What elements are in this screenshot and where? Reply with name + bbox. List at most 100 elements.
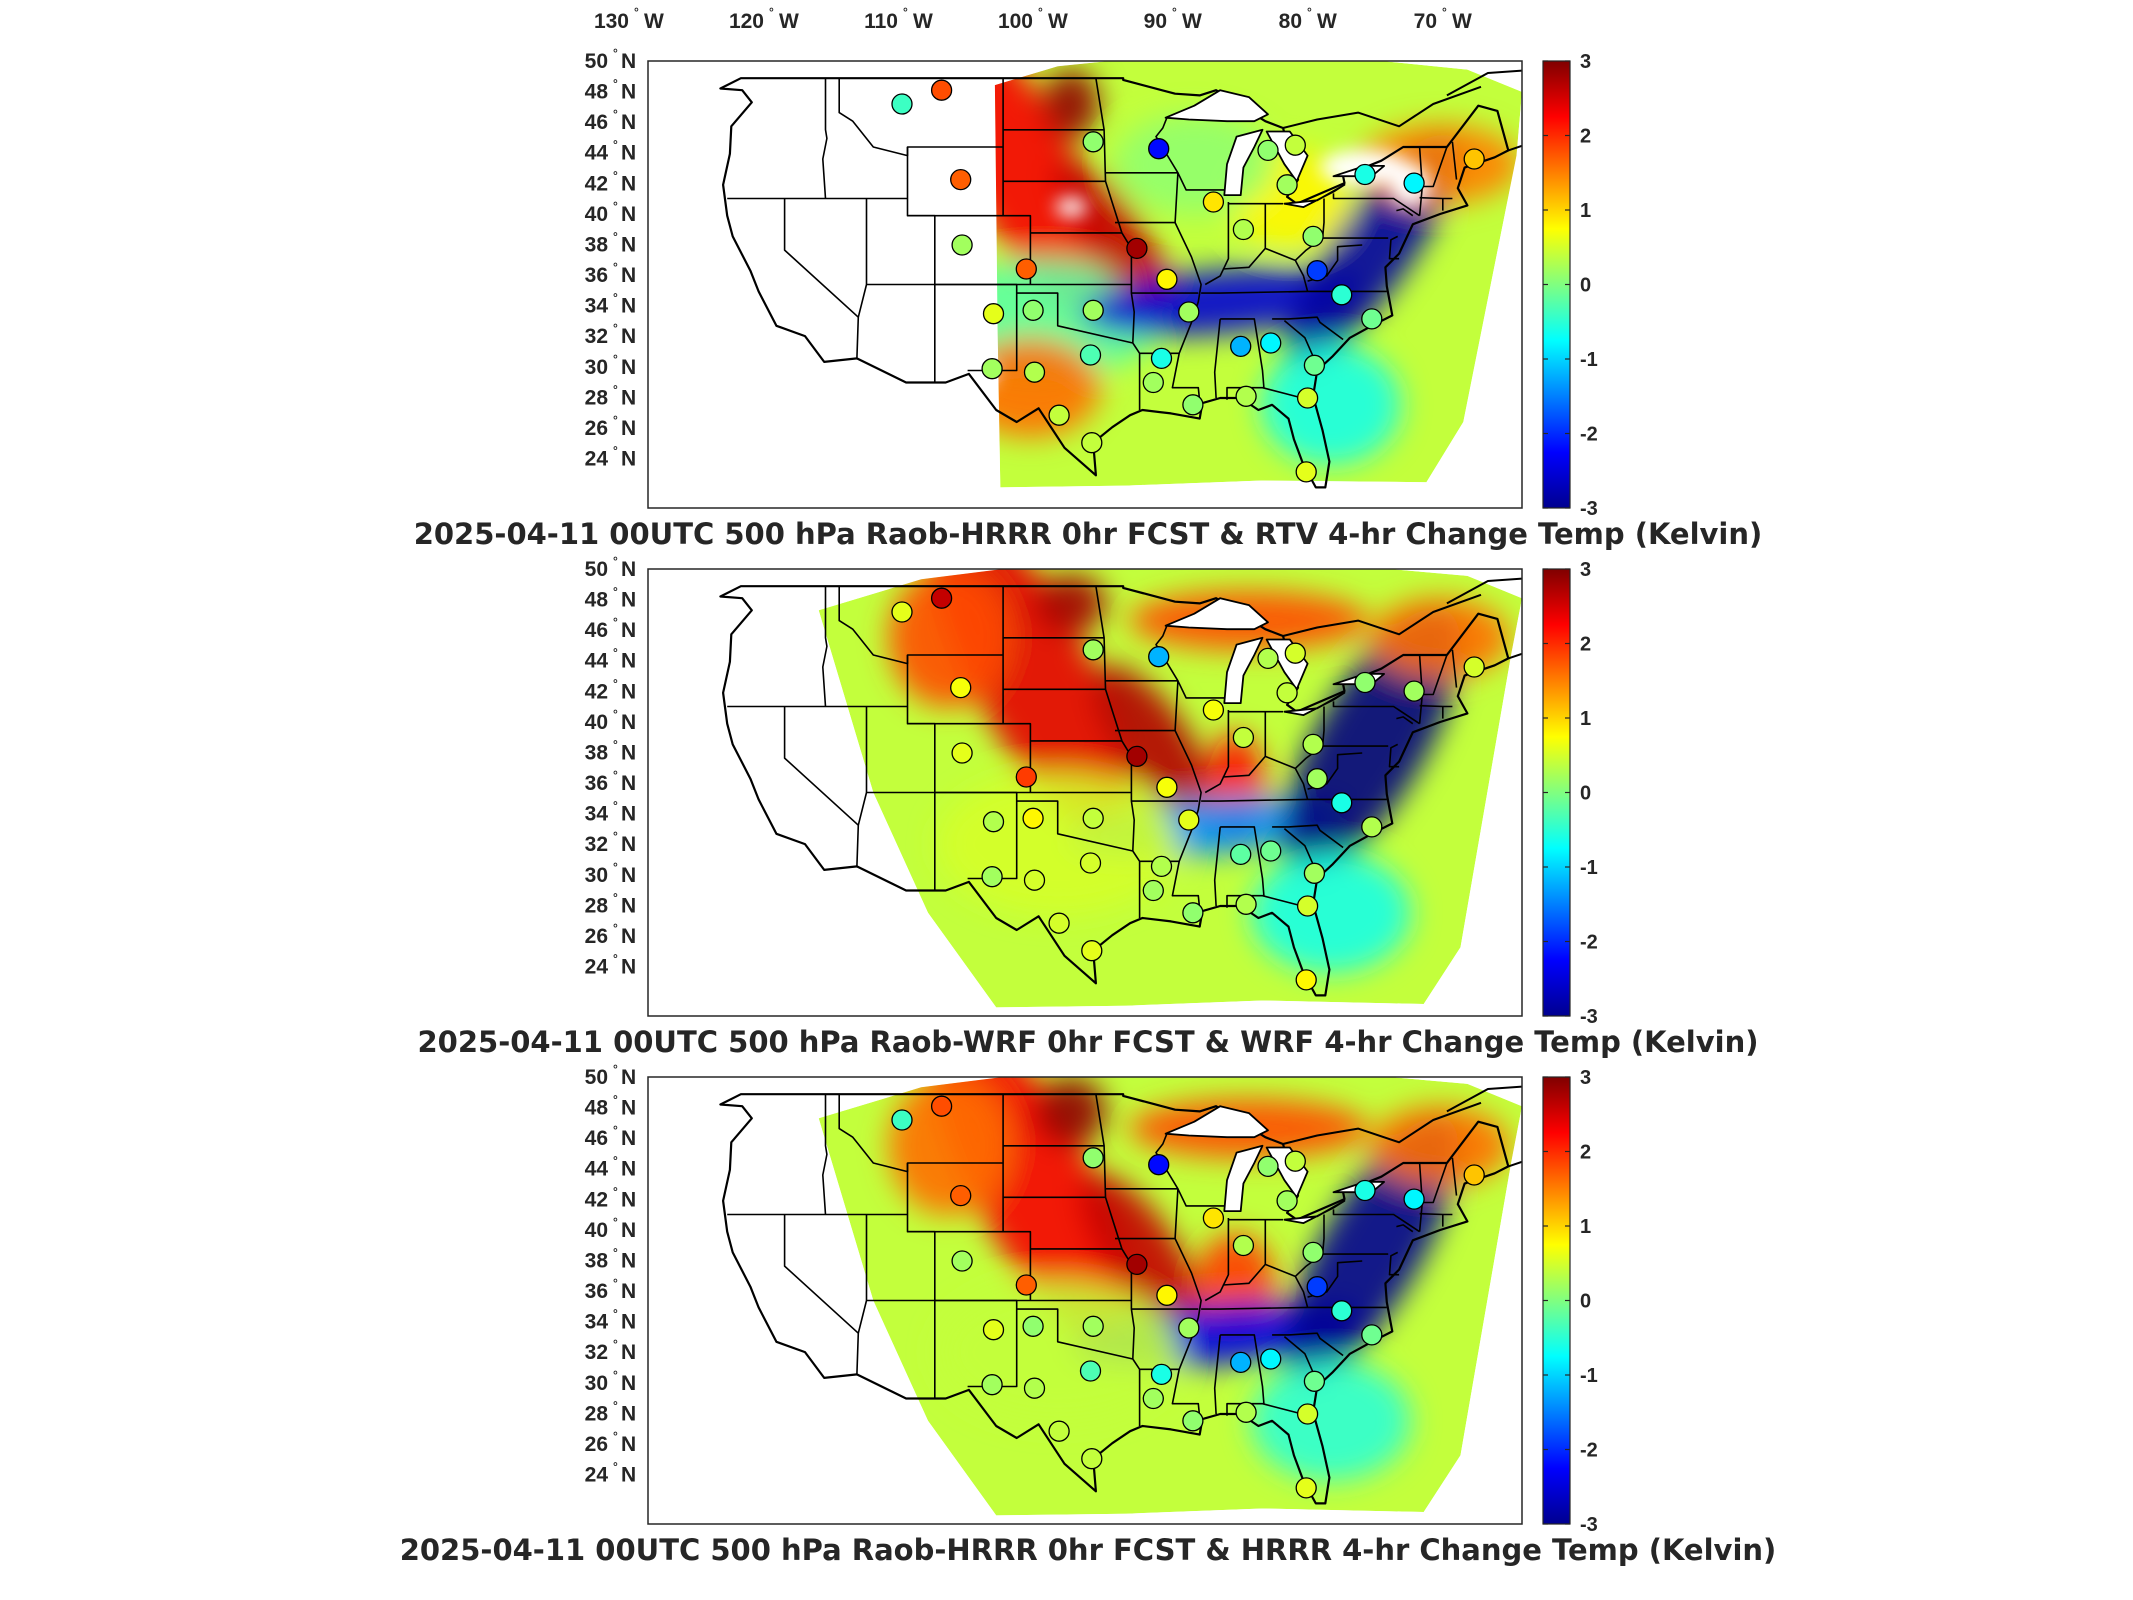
hemisphere-label: W [1048, 10, 1068, 33]
us-outline [719, 77, 1510, 489]
raob-station-marker [1202, 1207, 1225, 1229]
hemisphere-label: N [621, 956, 636, 979]
hemisphere-label: N [621, 833, 636, 856]
raob-station-marker [1182, 902, 1204, 924]
degree-symbol: ° [613, 1154, 618, 1168]
latitude-tick-label: 26 [585, 417, 608, 440]
latitude-tick-label: 42 [585, 1188, 608, 1211]
latitude-tick-labels: 50 ° N48 ° N46 ° N44 ° N42 ° N40 ° N38 ° N36 ° N34 ° N32 ° N… [585, 46, 637, 471]
degree-symbol: ° [613, 890, 618, 904]
raob-station-marker [1126, 745, 1148, 768]
raob-station-marker [1284, 1150, 1306, 1172]
longitude-tick-label: 110 [864, 10, 898, 33]
degree-symbol: ° [613, 321, 618, 335]
degree-symbol: ° [613, 768, 618, 782]
raob-station-marker [1463, 148, 1485, 170]
latitude-tick-label: 30 [585, 864, 608, 887]
latitude-tick-label: 50 [585, 1066, 608, 1089]
hemisphere-label: N [621, 742, 636, 765]
raob-station-marker [1079, 852, 1102, 874]
colorbar-tick-label: 0 [1580, 275, 1591, 297]
hemisphere-label: W [779, 10, 799, 33]
raob-station-marker [1302, 1241, 1324, 1264]
latitude-tick-label: 46 [585, 111, 608, 134]
colorbar-tick-label: 2 [1580, 634, 1591, 656]
degree-symbol: ° [613, 829, 618, 843]
degree-symbol: ° [613, 1276, 618, 1290]
degree-symbol: ° [613, 291, 618, 305]
latitude-tick-label: 46 [585, 619, 608, 642]
hemisphere-label: N [621, 1280, 636, 1303]
hemisphere-label: N [621, 234, 636, 257]
degree-symbol: ° [613, 199, 618, 213]
raob-station-marker [951, 1250, 973, 1272]
latitude-tick-label: 40 [585, 711, 608, 734]
raob-station-marker [982, 303, 1005, 325]
great-lake [1283, 1199, 1346, 1224]
raob-station-marker [1257, 1155, 1279, 1178]
hemisphere-label: N [621, 1158, 636, 1181]
raob-station-marker [1463, 1164, 1485, 1186]
raob-station-marker [1081, 432, 1103, 454]
degree-symbol: ° [1307, 5, 1312, 19]
hemisphere-label: N [621, 142, 636, 165]
great-lake [1164, 89, 1269, 123]
latitude-tick-label: 38 [585, 1250, 609, 1273]
latitude-tick-label: 24 [585, 448, 609, 471]
raob-station-marker [1081, 940, 1103, 962]
latitude-tick-label: 50 [585, 50, 608, 73]
raob-station-marker [1260, 1348, 1282, 1370]
raob-station-marker [1126, 237, 1148, 260]
longitude-tick-label: 90 [1144, 10, 1167, 33]
raob-station-marker [1142, 371, 1164, 394]
colorbar-tick-label: -2 [1580, 1440, 1598, 1462]
latitude-tick-labels: 50 ° N48 ° N46 ° N44 ° N42 ° N40 ° N38 ° N36 ° N34 ° N32 ° N… [585, 554, 637, 979]
raob-station-marker [1082, 131, 1104, 153]
latitude-tick-labels: 50 ° N48 ° N46 ° N44 ° N42 ° N40 ° N38 ° N36 ° N34 ° N32 ° N… [585, 1062, 637, 1487]
raob-station-marker [1361, 308, 1383, 330]
raob-station-marker [1022, 807, 1044, 829]
raob-station-marker [1232, 218, 1255, 241]
degree-symbol: ° [613, 646, 618, 660]
degree-symbol: ° [613, 799, 618, 813]
hemisphere-label: N [621, 1127, 636, 1150]
raob-station-marker [1150, 855, 1173, 878]
degree-symbol: ° [613, 1398, 618, 1412]
degree-symbol: ° [613, 1215, 618, 1229]
latitude-tick-label: 38 [585, 234, 609, 257]
longitude-tick-labels: 130 ° W 120 ° W 110 ° W 100 ° W 90 ° W 80 ° W 70 ° W [594, 5, 1472, 33]
hemisphere-label: N [621, 1219, 636, 1242]
hemisphere-label: N [621, 894, 636, 917]
degree-symbol: ° [613, 585, 618, 599]
latitude-tick-label: 32 [585, 325, 608, 348]
raob-station-marker [1022, 299, 1044, 321]
degree-symbol: ° [1038, 5, 1043, 19]
great-lake [1283, 183, 1346, 209]
raob-station-marker [950, 676, 972, 699]
raob-station-marker [1306, 768, 1328, 790]
latitude-tick-label: 48 [585, 589, 609, 612]
degree-symbol: ° [613, 707, 618, 721]
raob-station-marker [1235, 893, 1257, 915]
colorbar-tick-label: -3 [1580, 1006, 1598, 1028]
raob-station-marker [930, 79, 953, 101]
raob-station-marker [982, 1319, 1005, 1341]
latitude-tick-label: 36 [585, 772, 608, 795]
hemisphere-label: W [913, 10, 933, 33]
latitude-tick-label: 30 [585, 356, 608, 379]
hemisphere-label: N [621, 1372, 636, 1395]
great-lake [1223, 636, 1264, 704]
raob-station-marker [1302, 225, 1324, 248]
hemisphere-label: N [621, 50, 636, 73]
raob-station-marker [1023, 1377, 1046, 1399]
raob-station-marker [1148, 138, 1170, 160]
latitude-tick-label: 32 [585, 1341, 608, 1364]
latitude-tick-label: 48 [585, 81, 609, 104]
hemisphere-label: N [621, 558, 636, 581]
longitude-tick-label: 100 [998, 10, 1033, 33]
degree-symbol: ° [613, 230, 618, 244]
raob-station-marker [1178, 301, 1200, 323]
raob-station-marker [930, 587, 953, 609]
degree-symbol: ° [613, 444, 618, 458]
